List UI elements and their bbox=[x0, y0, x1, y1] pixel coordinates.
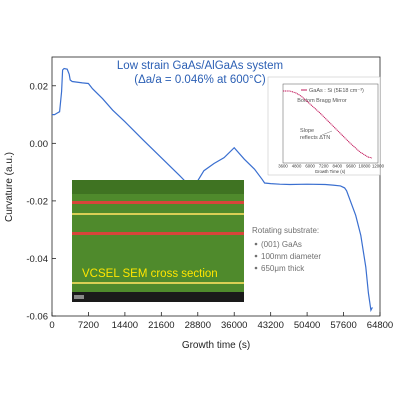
inset-x-tick-label: 4800 bbox=[292, 164, 302, 169]
inset-x-axis-title: Growth Time (s) bbox=[315, 169, 346, 174]
substrate-item-2: 100mm diameter bbox=[261, 252, 321, 261]
inset-plot: GaAs : Si (5E18 cm⁻³) Bottom Bragg Mirro… bbox=[267, 76, 385, 176]
inset-slope-note-1: Slope bbox=[300, 128, 314, 134]
x-tick-label: 36000 bbox=[221, 320, 247, 331]
sem-layer-red-1 bbox=[72, 201, 244, 204]
sem-photo: VCSEL SEM cross section bbox=[72, 180, 244, 302]
inset-x-tick-label: 9600 bbox=[346, 164, 356, 169]
sem-layer-red-2 bbox=[72, 232, 244, 235]
sem-photo-label: VCSEL SEM cross section bbox=[82, 268, 218, 280]
x-tick-label: 21600 bbox=[148, 320, 174, 331]
x-tick-label: 28800 bbox=[185, 320, 211, 331]
y-tick-label: -0.02 bbox=[26, 196, 48, 207]
substrate-bullet-1 bbox=[254, 242, 258, 246]
substrate-bullet-3 bbox=[254, 266, 258, 270]
inset-background bbox=[267, 76, 381, 176]
substrate-note-title: Rotating substrate: bbox=[252, 226, 319, 235]
substrate-note: Rotating substrate: (001) GaAs 100mm dia… bbox=[252, 226, 321, 273]
inset-slope-arrow bbox=[321, 130, 333, 136]
inset-x-ticks: 3600 4800 6000 7200 8400 9600 10800 12000 bbox=[278, 164, 384, 169]
x-tick-label: 57600 bbox=[330, 320, 356, 331]
sem-layer-yellow-2 bbox=[72, 282, 244, 284]
y-tick-label: -0.06 bbox=[26, 312, 48, 323]
substrate-item-1: (001) GaAs bbox=[261, 240, 302, 249]
chart-title-line-2: (Δa/a = 0.046% at 600°C) bbox=[134, 74, 266, 86]
inset-slope-note-2: reflects ΔTN bbox=[300, 135, 330, 141]
sem-info-bar bbox=[72, 292, 244, 302]
substrate-bullet-2 bbox=[254, 254, 258, 258]
x-tick-label: 7200 bbox=[78, 320, 99, 331]
inset-legend: GaAs : Si (5E18 cm⁻³) bbox=[309, 88, 364, 94]
x-tick-label: 50400 bbox=[294, 320, 320, 331]
sem-photo-background bbox=[72, 180, 244, 302]
sem-layer-yellow-1 bbox=[72, 213, 244, 215]
plot-frame bbox=[51, 56, 381, 317]
inset-x-tick-label: 8400 bbox=[333, 164, 343, 169]
y-axis-ticks: 0.02 0.00 -0.02 -0.04 -0.06 bbox=[26, 81, 56, 323]
x-tick-label: 43200 bbox=[257, 320, 283, 331]
curvature-series-line bbox=[52, 67, 373, 313]
x-axis-ticks: 0 7200 14400 21600 28800 36000 43200 50400 57600… bbox=[49, 312, 393, 331]
x-axis-title: Growth time (s) bbox=[182, 340, 250, 351]
inset-x-tick-label: 10800 bbox=[358, 164, 371, 169]
chart-title-line-1: Low strain GaAs/AlGaAs system bbox=[117, 60, 283, 72]
x-tick-label: 14400 bbox=[112, 320, 138, 331]
y-axis-title: Curvature (a.u.) bbox=[4, 152, 15, 222]
inset-label: Bottom Bragg Mirror bbox=[297, 98, 347, 104]
inset-x-tick-label: 12000 bbox=[372, 164, 385, 169]
inset-x-tick-label: 6000 bbox=[305, 164, 315, 169]
inset-x-tick-label: 3600 bbox=[278, 164, 288, 169]
substrate-item-3: 650μm thick bbox=[261, 264, 305, 273]
y-tick-label: 0.02 bbox=[30, 81, 49, 92]
x-tick-label: 0 bbox=[49, 320, 54, 331]
inset-frame bbox=[282, 83, 379, 164]
y-tick-label: -0.04 bbox=[26, 254, 48, 265]
y-tick-label: 0.00 bbox=[30, 139, 49, 150]
x-tick-label: 64800 bbox=[367, 320, 393, 331]
sem-info-bar-scale bbox=[74, 295, 84, 299]
sem-photo-layer-top bbox=[72, 180, 244, 194]
inset-x-tick-label: 7200 bbox=[319, 164, 329, 169]
